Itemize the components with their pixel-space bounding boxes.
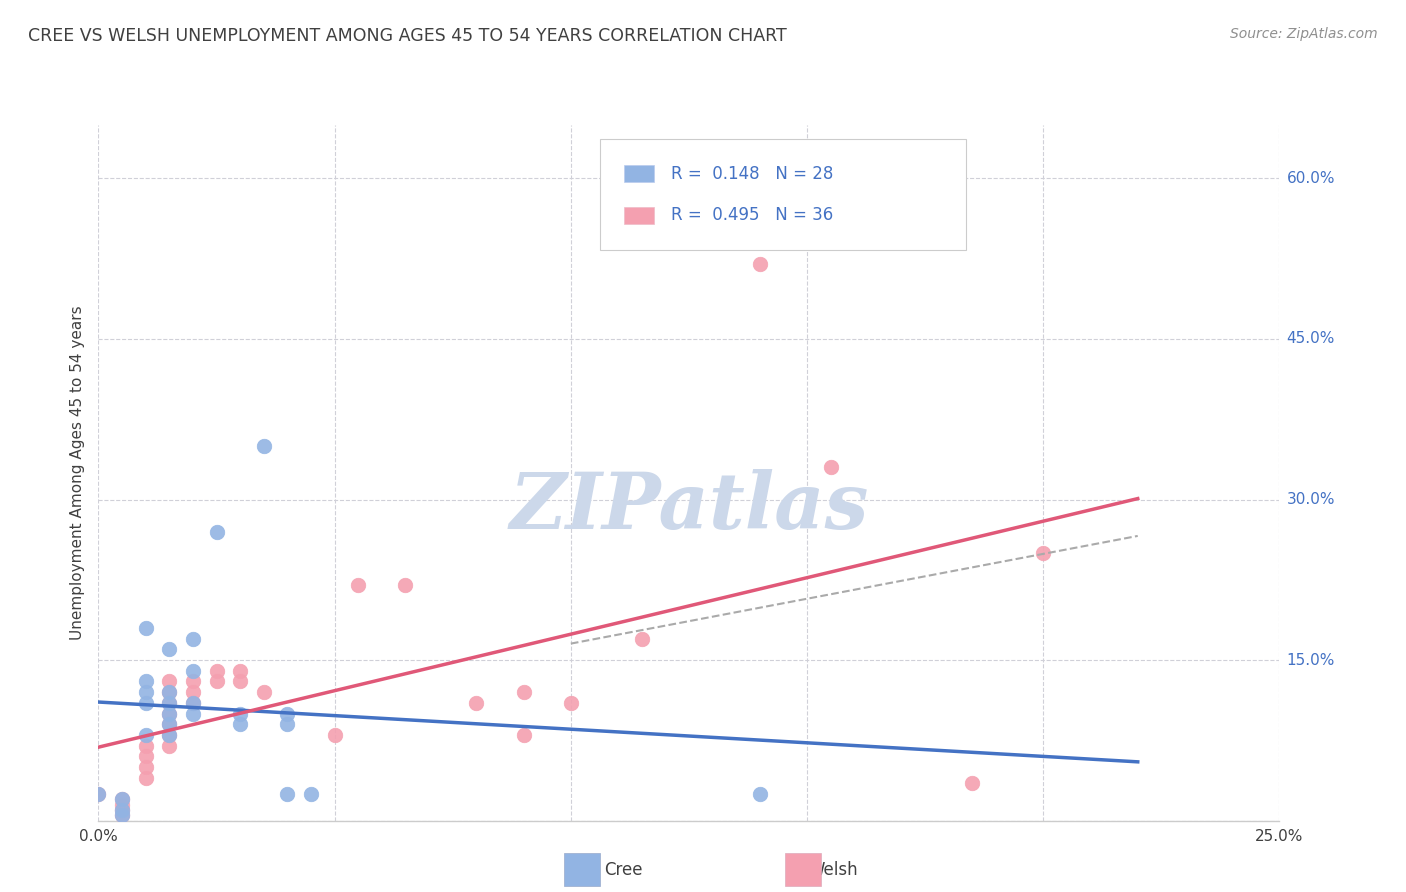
Point xyxy=(111,803,134,817)
Point xyxy=(111,808,134,822)
Point xyxy=(820,460,842,475)
Point xyxy=(111,797,134,812)
Point xyxy=(181,696,204,710)
Point xyxy=(229,706,252,721)
Point xyxy=(157,706,180,721)
Point xyxy=(135,696,157,710)
Point xyxy=(229,674,252,689)
Text: R =  0.148   N = 28: R = 0.148 N = 28 xyxy=(671,165,834,183)
Point xyxy=(1032,546,1054,560)
Point xyxy=(748,787,770,801)
Text: Source: ZipAtlas.com: Source: ZipAtlas.com xyxy=(1230,27,1378,41)
Point xyxy=(135,771,157,785)
Point xyxy=(299,787,322,801)
Text: CREE VS WELSH UNEMPLOYMENT AMONG AGES 45 TO 54 YEARS CORRELATION CHART: CREE VS WELSH UNEMPLOYMENT AMONG AGES 45… xyxy=(28,27,787,45)
Point xyxy=(135,674,157,689)
Point xyxy=(157,728,180,742)
Point xyxy=(181,664,204,678)
Point xyxy=(181,632,204,646)
Point xyxy=(135,760,157,774)
FancyBboxPatch shape xyxy=(600,139,966,250)
Point xyxy=(560,696,582,710)
Point xyxy=(394,578,416,592)
Point xyxy=(135,685,157,699)
Point xyxy=(135,749,157,764)
Point xyxy=(962,776,984,790)
Point xyxy=(630,632,652,646)
Text: 45.0%: 45.0% xyxy=(1286,332,1334,346)
Text: 15.0%: 15.0% xyxy=(1286,653,1334,667)
Point xyxy=(157,739,180,753)
Point xyxy=(111,803,134,817)
Point xyxy=(157,696,180,710)
Point xyxy=(157,685,180,699)
Point xyxy=(181,696,204,710)
Point xyxy=(181,706,204,721)
Text: 60.0%: 60.0% xyxy=(1286,171,1334,186)
Text: Cree: Cree xyxy=(605,861,643,879)
Point xyxy=(87,787,110,801)
Text: Welsh: Welsh xyxy=(808,861,858,879)
Point xyxy=(87,787,110,801)
Point xyxy=(157,717,180,731)
Text: R =  0.495   N = 36: R = 0.495 N = 36 xyxy=(671,206,834,224)
Point xyxy=(157,642,180,657)
Point xyxy=(157,685,180,699)
Point xyxy=(181,674,204,689)
Point xyxy=(111,792,134,806)
Point xyxy=(157,696,180,710)
Point xyxy=(135,728,157,742)
Point xyxy=(181,685,204,699)
Point xyxy=(512,685,534,699)
Point xyxy=(512,728,534,742)
Text: 30.0%: 30.0% xyxy=(1286,492,1334,507)
Point xyxy=(135,621,157,635)
Point xyxy=(276,706,298,721)
Point xyxy=(157,717,180,731)
Point xyxy=(253,685,276,699)
Point xyxy=(253,439,276,453)
Text: ZIPatlas: ZIPatlas xyxy=(509,469,869,546)
Bar xyxy=(624,207,654,224)
Point xyxy=(748,257,770,271)
Point xyxy=(157,674,180,689)
Point xyxy=(465,696,488,710)
Point xyxy=(135,739,157,753)
Point xyxy=(205,664,228,678)
Point xyxy=(111,808,134,822)
Y-axis label: Unemployment Among Ages 45 to 54 years: Unemployment Among Ages 45 to 54 years xyxy=(70,305,86,640)
Point xyxy=(205,524,228,539)
Point xyxy=(276,787,298,801)
Point xyxy=(157,728,180,742)
Bar xyxy=(624,165,654,182)
Point xyxy=(323,728,346,742)
Point xyxy=(229,717,252,731)
Point xyxy=(229,664,252,678)
Point xyxy=(205,674,228,689)
Point xyxy=(347,578,370,592)
Point xyxy=(111,792,134,806)
Point xyxy=(276,717,298,731)
Point xyxy=(157,706,180,721)
